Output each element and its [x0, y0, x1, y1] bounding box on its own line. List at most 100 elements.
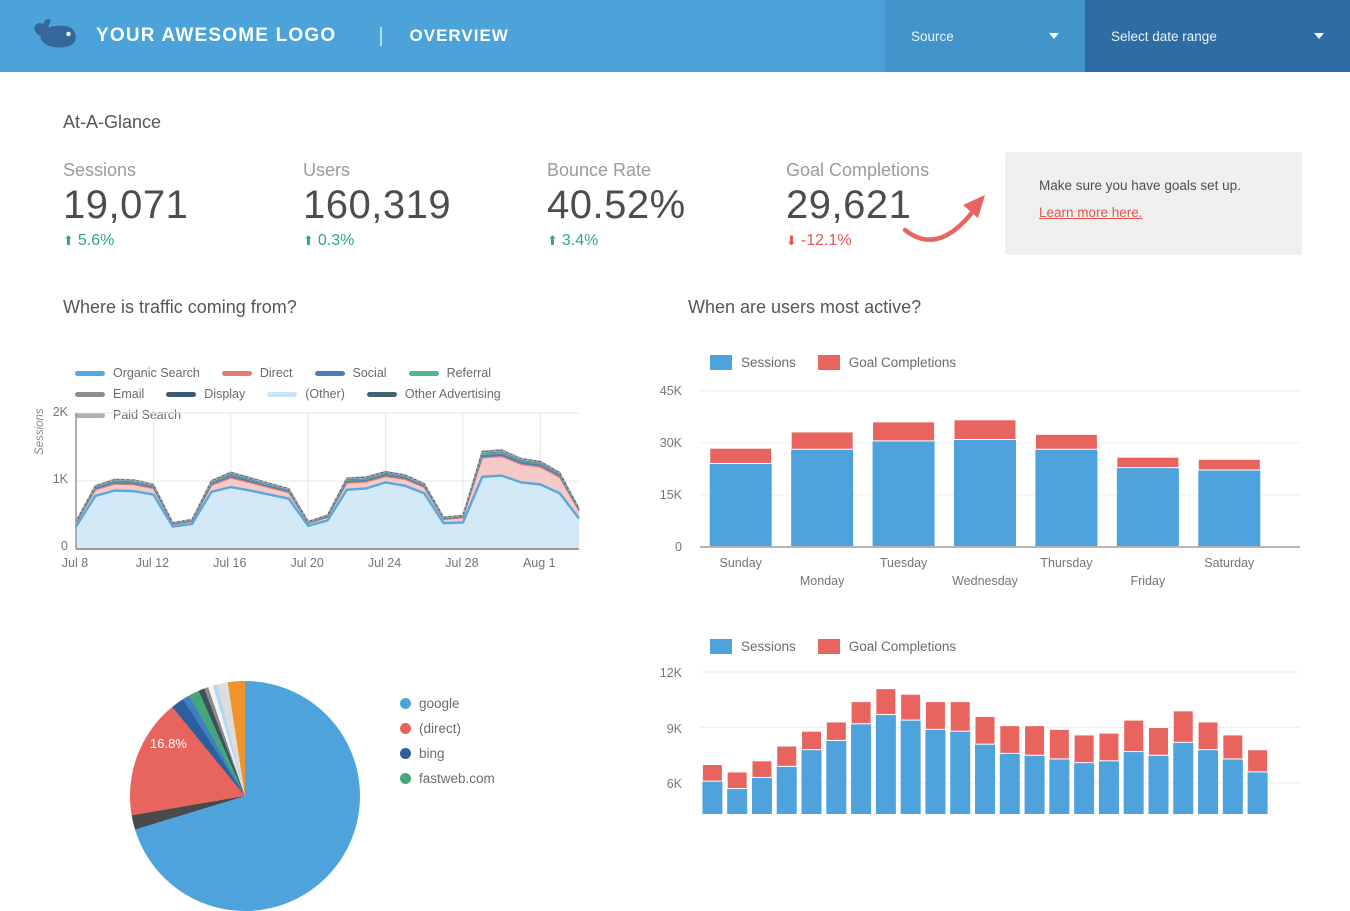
legend-label: Display — [204, 387, 246, 401]
kpi-goal-completions: Goal Completions 29,621 ⬇ -12.1% — [786, 160, 1016, 250]
x-tick-label: Jul 8 — [61, 556, 89, 570]
kpi-value: 29,621 — [786, 183, 912, 227]
legend-item: Paid Search — [75, 408, 181, 422]
legend-label: (direct) — [419, 721, 462, 736]
legend-item: Organic Search — [75, 366, 200, 380]
legend-label: Social — [352, 366, 387, 380]
traffic-area-chart — [75, 412, 580, 550]
legend-swatch — [408, 370, 439, 376]
learn-more-link[interactable]: Learn more here. — [1039, 205, 1143, 220]
daily-chart-legend: Sessions Goal Completions — [710, 639, 978, 661]
legend-item: Display — [166, 387, 245, 401]
legend-item: Email — [75, 387, 144, 401]
active-section-title: When are users most active? — [688, 297, 922, 317]
legend-label: bing — [419, 746, 445, 761]
legend-item: Goal Completions — [817, 639, 956, 654]
legend-item: Direct — [221, 366, 293, 380]
x-tick-label: Aug 1 — [522, 556, 556, 570]
legend-label: Direct — [259, 366, 293, 380]
daily-ytick: 9K — [666, 722, 682, 736]
source-dropdown[interactable]: Source — [885, 0, 1085, 72]
area-chart-legend: Organic Search Direct Social Referral Email D… — [75, 366, 595, 429]
arrow-down-icon: ⬇ — [786, 233, 797, 248]
kpi-delta: ⬆ 3.4% — [547, 232, 599, 249]
weekly-ytick: 0 — [675, 540, 682, 554]
legend-label: Email — [113, 387, 145, 401]
logo: YOUR AWESOME LOGO | OVERVIEW — [30, 0, 509, 72]
chevron-down-icon — [1049, 33, 1059, 39]
kpi-label: Sessions — [63, 160, 137, 180]
daily-bar-chart-svg — [700, 671, 1300, 814]
whale-logo-icon — [34, 19, 76, 48]
legend-swatch — [710, 355, 732, 370]
legend-item: bing — [400, 746, 495, 761]
legend-swatch — [710, 639, 732, 654]
daily-bar-chart — [700, 660, 1300, 814]
legend-label: Referral — [446, 366, 492, 380]
kpi-label: Goal Completions — [786, 160, 930, 180]
area-chart-svg — [75, 412, 580, 550]
legend-swatch — [75, 370, 105, 376]
kpi-delta: ⬆ 0.3% — [303, 232, 355, 249]
legend-swatch — [400, 748, 411, 759]
pie-legend: google (direct) bing fastweb.com — [400, 696, 495, 792]
weekly-chart-legend: Sessions Goal Completions — [710, 355, 978, 377]
source-dropdown-label: Source — [911, 28, 954, 44]
x-tick-label: Sunday — [719, 556, 762, 570]
x-tick-label: Tuesday — [879, 556, 928, 570]
legend-swatch — [366, 391, 397, 397]
kpi-bounce-rate: Bounce Rate 40.52% ⬆ 3.4% — [547, 160, 777, 250]
kpi-label: Bounce Rate — [547, 160, 652, 180]
legend-item: Other Advertising — [366, 387, 501, 401]
legend-item: Referral — [408, 366, 492, 380]
legend-swatch — [400, 698, 411, 709]
pie-percent-label: 16.8% — [150, 736, 187, 751]
kpi-value: 40.52% — [547, 183, 686, 227]
legend-swatch — [267, 391, 298, 397]
arrow-up-icon: ⬆ — [303, 233, 314, 248]
legend-label: Sessions — [741, 639, 796, 654]
legend-item: Goal Completions — [817, 355, 957, 370]
weekly-x-axis-labels: Sunday Monday Tuesday Wednesday Thursday Frid… — [700, 556, 1270, 596]
x-tick-label: Jul 12 — [135, 556, 170, 570]
x-tick-label: Jul 28 — [445, 556, 479, 570]
legend-swatch — [314, 370, 345, 376]
kpi-sessions: Sessions 19,071 ⬆ 5.6% — [63, 160, 293, 250]
x-tick-label: Jul 16 — [213, 556, 247, 570]
nav-separator: | — [378, 24, 384, 47]
x-tick-label: Jul 24 — [367, 556, 402, 570]
area-ytick: 2K — [52, 405, 68, 419]
legend-swatch — [221, 370, 252, 376]
legend-swatch — [75, 412, 105, 418]
legend-item: Sessions — [710, 355, 796, 370]
legend-item: fastweb.com — [400, 771, 495, 786]
top-header: YOUR AWESOME LOGO | OVERVIEW Source Sele… — [0, 0, 1350, 72]
chevron-down-icon — [1314, 33, 1324, 39]
weekly-bar-chart-svg — [700, 390, 1300, 548]
x-tick-label: Thursday — [1040, 556, 1093, 570]
curved-arrow-icon — [902, 195, 985, 242]
x-tick-label: Wednesday — [952, 574, 1018, 588]
date-range-label: Select date range — [1111, 28, 1217, 44]
at-a-glance-title: At-A-Glance — [63, 112, 162, 132]
area-x-axis-labels: Jul 8 Jul 12 Jul 16 Jul 20 Jul 24 Jul 28 Aug 1 — [62, 556, 578, 576]
logo-text: YOUR AWESOME LOGO — [96, 25, 337, 46]
legend-swatch — [817, 639, 840, 654]
kpi-value: 160,319 — [303, 183, 452, 227]
legend-label: Organic Search — [113, 366, 200, 380]
daily-ytick: 12K — [659, 666, 682, 680]
legend-label: Paid Search — [113, 408, 182, 422]
kpi-users: Users 160,319 ⬆ 0.3% — [303, 160, 533, 250]
weekly-bar-chart — [700, 390, 1300, 550]
legend-swatch — [817, 355, 840, 370]
weekly-ytick: 30K — [659, 436, 682, 450]
date-range-dropdown[interactable]: Select date range — [1085, 0, 1350, 72]
legend-item: (direct) — [400, 721, 495, 736]
arrow-up-icon: ⬆ — [63, 233, 74, 248]
legend-item: (Other) — [267, 387, 345, 401]
page-title-overview: OVERVIEW — [409, 26, 509, 45]
legend-label: Goal Completions — [848, 355, 957, 370]
x-tick-label: Friday — [1130, 574, 1166, 588]
traffic-section-title: Where is traffic coming from? — [63, 297, 297, 317]
kpi-delta: ⬆ 5.6% — [63, 232, 115, 249]
